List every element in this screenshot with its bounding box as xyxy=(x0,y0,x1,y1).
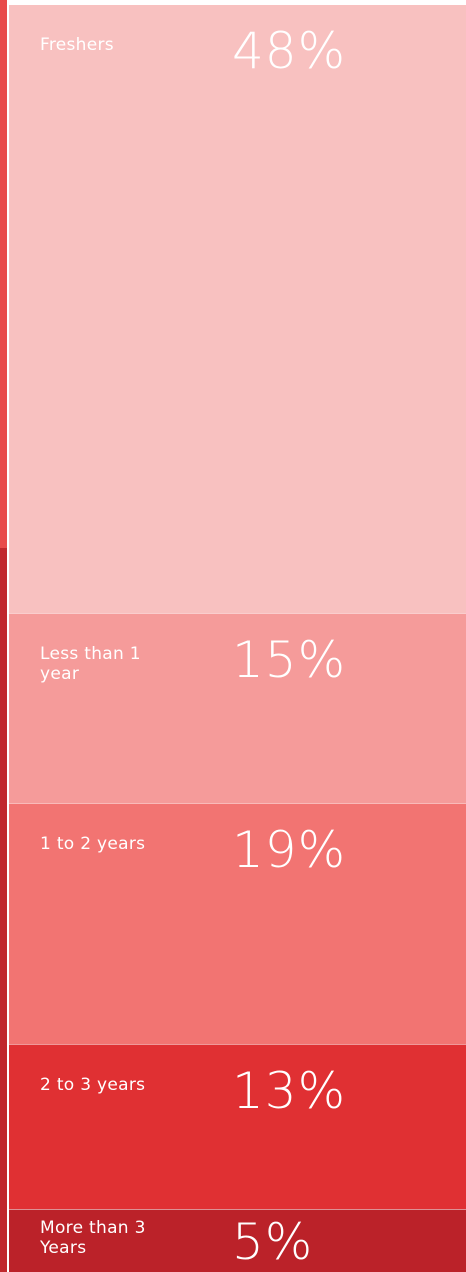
segment: Freshers 48% xyxy=(9,5,466,614)
segment: 1 to 2 years 19% xyxy=(9,803,466,1044)
side-strip xyxy=(0,0,7,548)
category-label: Less than 1 year xyxy=(40,644,141,685)
segment: Less than 1 year 15% xyxy=(9,613,466,804)
segment: More than 3 Years 5% xyxy=(9,1208,466,1272)
category-label: Freshers xyxy=(40,35,114,55)
value-label: 19% xyxy=(232,821,347,880)
value-label: 48% xyxy=(232,22,347,80)
value-label: 15% xyxy=(232,631,347,690)
category-label: More than 3 Years xyxy=(40,1217,146,1258)
side-strip xyxy=(0,548,7,1272)
category-label: 1 to 2 years xyxy=(40,834,146,855)
value-label: 13% xyxy=(232,1061,347,1120)
category-label: 2 to 3 years xyxy=(40,1074,146,1095)
value-label: 5% xyxy=(232,1212,314,1271)
segment: 2 to 3 years 13% xyxy=(9,1043,466,1209)
